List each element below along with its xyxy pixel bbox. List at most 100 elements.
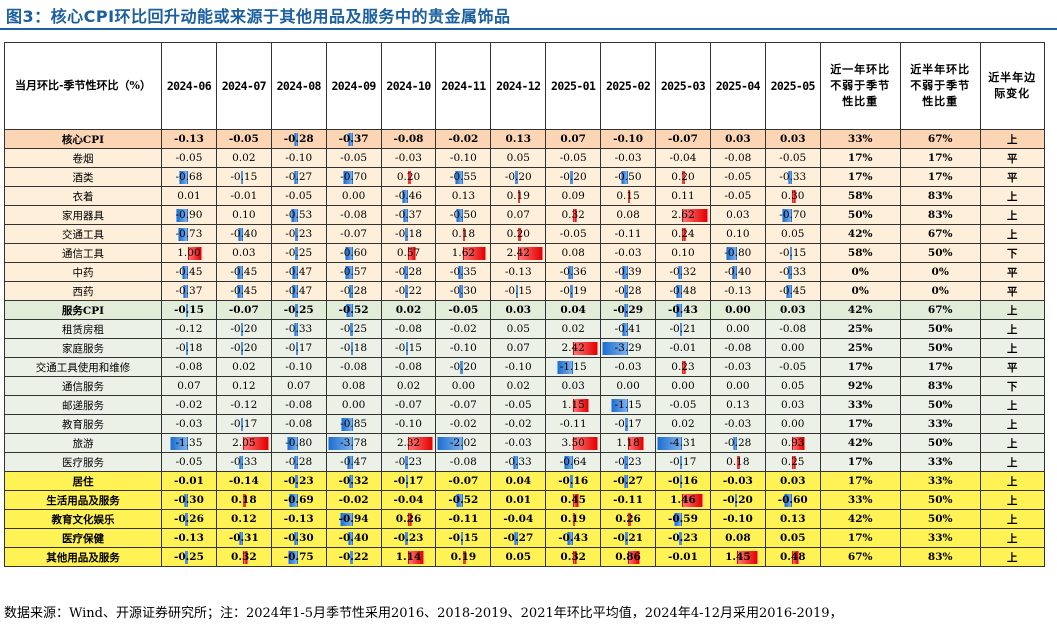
value-text: -0.05 — [559, 152, 587, 164]
value-cell: -0.01 — [161, 471, 217, 491]
value-cell: -0.35 — [435, 262, 492, 282]
value-cell: 0.05 — [764, 376, 821, 396]
s1-cell: 0% — [819, 281, 901, 301]
value-text: -0.03 — [614, 247, 642, 259]
data-bar — [184, 494, 189, 507]
value-text: -0.30 — [449, 285, 477, 297]
data-bar — [572, 494, 579, 507]
value-text: -0.37 — [395, 209, 422, 221]
value-cell: -0.03 — [600, 357, 657, 377]
value-text: -2.02 — [449, 437, 477, 449]
value-text: -0.20 — [559, 171, 587, 183]
s1-cell: 17% — [819, 471, 901, 491]
data-bar — [627, 437, 645, 450]
row-label: 酒类 — [4, 167, 162, 187]
value-cell: -0.02 — [435, 129, 492, 149]
value-text: -0.22 — [395, 285, 422, 297]
value-cell: -0.21 — [655, 319, 711, 339]
value-text: -0.17 — [230, 418, 258, 430]
value-cell: 0.00 — [325, 395, 382, 415]
value-text: 0.02 — [395, 304, 422, 316]
value-cell: 0.07 — [490, 338, 547, 358]
value-text: 3.50 — [561, 437, 585, 449]
value-cell: -0.40 — [709, 262, 766, 282]
row-label: 中药 — [4, 262, 162, 282]
data-bar — [461, 513, 464, 526]
value-text: -0.11 — [559, 418, 587, 430]
value-cell: -0.04 — [490, 509, 547, 529]
value-cell: 0.03 — [764, 395, 821, 415]
data-bar — [517, 304, 520, 317]
s1-cell: 42% — [819, 300, 901, 320]
value-text: -0.10 — [395, 418, 422, 430]
table-row: 生活用品及服务 -0.30 0.18 -0.69 -0.02 -0.04 -0.52 0.01… — [4, 490, 1045, 510]
value-cell: -0.33 — [215, 452, 272, 472]
value-cell: 0.20 — [380, 167, 437, 187]
data-bar — [782, 209, 793, 222]
value-text: 0.09 — [561, 190, 585, 202]
data-bar — [243, 380, 246, 393]
data-bar — [791, 323, 794, 336]
s3-cell: 上 — [979, 490, 1045, 510]
s3-cell: 上 — [979, 319, 1045, 339]
value-cell: -0.07 — [435, 471, 492, 491]
value-text: 0.05 — [781, 228, 805, 240]
value-cell: -0.52 — [325, 300, 382, 320]
value-cell: -0.45 — [161, 262, 217, 282]
data-bar — [339, 513, 354, 526]
s3-cell: 下 — [979, 243, 1045, 263]
data-bar — [517, 247, 544, 260]
value-cell: -0.28 — [325, 281, 382, 301]
value-text: -0.32 — [669, 266, 697, 278]
data-bar — [462, 304, 465, 317]
data-bar — [462, 418, 465, 431]
value-cell: -0.32 — [655, 262, 711, 282]
value-text: -0.20 — [230, 323, 258, 335]
s1-cell: 17% — [819, 148, 901, 168]
data-bar — [737, 456, 740, 469]
value-cell: -0.08 — [380, 129, 437, 149]
value-text: -0.53 — [285, 209, 313, 221]
data-bar — [517, 380, 520, 393]
value-cell: -0.17 — [380, 471, 437, 491]
value-text: -0.26 — [173, 513, 204, 525]
value-text: -0.25 — [283, 304, 314, 316]
value-cell: -0.05 — [490, 395, 547, 415]
data-bar — [287, 437, 299, 450]
value-cell: 0.00 — [764, 338, 821, 358]
value-text: -4.31 — [669, 437, 697, 449]
s1-cell: 92% — [819, 376, 901, 396]
value-cell: -2.02 — [435, 433, 492, 453]
data-bar — [188, 399, 191, 412]
data-bar — [169, 437, 189, 450]
s2-cell: 50% — [899, 319, 981, 339]
data-bar — [792, 228, 795, 241]
data-bar — [294, 304, 299, 317]
value-text: -0.07 — [449, 399, 477, 411]
value-cell: 0.02 — [380, 376, 437, 396]
value-text: 0.03 — [505, 304, 532, 316]
value-text: -0.68 — [175, 171, 203, 183]
value-text: 0.93 — [781, 437, 805, 449]
data-bar — [291, 285, 299, 298]
data-bar — [187, 361, 190, 374]
value-text: 0.04 — [560, 304, 586, 316]
data-bar — [515, 266, 518, 279]
row-label: 医疗服务 — [4, 452, 162, 472]
s3-cell: 平 — [979, 357, 1045, 377]
data-bar — [682, 551, 685, 564]
data-bar — [556, 361, 573, 374]
title-divider — [0, 28, 1057, 30]
value-cell: -0.28 — [600, 281, 657, 301]
value-text: -0.07 — [228, 304, 259, 316]
data-bar — [517, 494, 520, 507]
value-text: -0.37 — [175, 285, 203, 297]
data-bar — [572, 342, 599, 355]
value-cell: 2.05 — [215, 433, 272, 453]
data-bar — [572, 247, 575, 260]
value-text: -0.50 — [449, 209, 477, 221]
value-text: -0.17 — [614, 418, 642, 430]
value-cell: 2.32 — [380, 433, 437, 453]
value-text: -0.90 — [175, 209, 203, 221]
data-bar — [736, 475, 739, 488]
